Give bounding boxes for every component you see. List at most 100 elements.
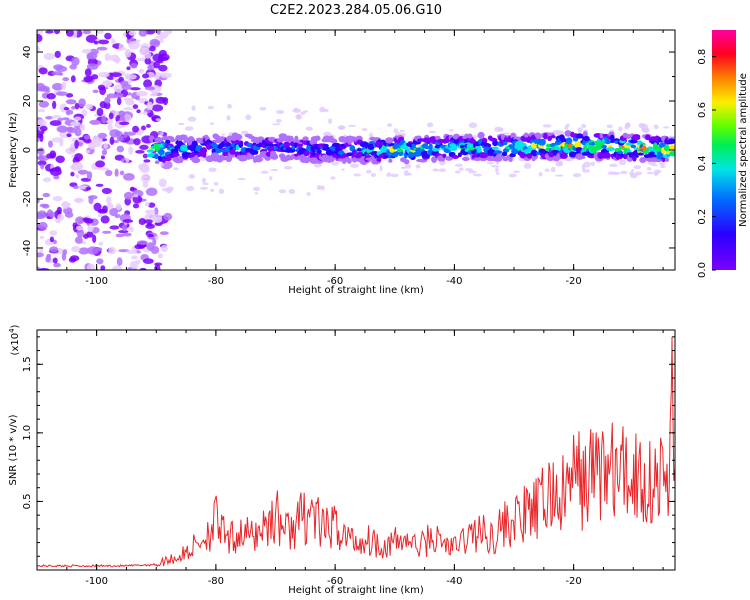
heatmap-cell [631,136,641,141]
heatmap-cell [276,109,285,115]
heatmap-cell [108,246,116,255]
heatmap-cell [201,177,206,184]
heatmap-cell [403,170,409,177]
heatmap-cell [145,223,155,229]
heatmap-cell [270,168,279,171]
heatmap-cell [83,75,94,83]
heatmap-cell [136,109,141,114]
heatmap-cell [401,132,406,137]
heatmap-cell [432,168,439,172]
heatmap-cell [386,172,392,177]
heatmap-cell [104,32,112,40]
heatmap-cell [57,117,63,122]
heatmap-cell [114,92,124,99]
heatmap-cell [490,164,500,168]
heatmap-cell [349,163,359,168]
heatmap-cell [101,187,112,195]
heatmap-cell [253,151,259,155]
heatmap-cell [124,73,131,80]
heatmap-cell [376,157,382,162]
heatmap-cell [114,168,119,177]
snr-ytick-label: 1.5 [22,356,33,372]
heatmap-cell [388,158,393,163]
heatmap-cell [625,133,632,139]
heatmap-cell [520,142,527,147]
heatmap-cell [53,262,61,268]
heatmap-cell [96,46,108,51]
heatmap-cell [81,48,92,54]
heatmap-cell [61,201,70,210]
heatmap-cell [51,115,62,119]
heatmap-cell [390,173,399,178]
heatmap-cell [116,145,125,153]
heatmap-cell [131,255,138,260]
heatmap-cell [313,163,322,168]
heatmap-cell [138,68,145,74]
heatmap-xtick-label: -40 [446,276,462,287]
heatmap-cell [313,135,321,141]
heatmap-cell [96,258,104,265]
heatmap-cell [399,129,406,133]
heatmap-cell [55,65,68,73]
heatmap-cell [163,212,173,221]
heatmap-cell [146,149,155,153]
heatmap-cell [157,253,164,259]
heatmap-cell [379,165,383,172]
heatmap-cell [76,228,85,238]
heatmap-cell [669,145,675,151]
heatmap-cell [67,127,77,134]
heatmap-cell [37,45,40,53]
heatmap-cell [71,161,84,171]
heatmap-cell [49,246,59,253]
heatmap-cell [330,176,336,180]
heatmap-cell [575,153,584,160]
heatmap-cell [144,202,150,207]
colorbar-gradient [712,30,736,270]
heatmap-cell [583,135,590,142]
heatmap-cell [73,116,82,121]
heatmap-cell [42,177,52,183]
colorbar-tick-label: 0.0 [697,262,708,278]
colorbar-tick-label: 0.8 [697,49,708,65]
heatmap-cell [227,103,232,109]
heatmap-cell [328,118,333,124]
heatmap-cell [572,173,582,178]
heatmap-cell [46,92,56,100]
heatmap-cell [70,171,75,177]
heatmap-cell [353,173,362,177]
heatmap-cell [457,152,462,158]
heatmap-cell [414,141,420,145]
heatmap-cell [166,186,174,191]
heatmap-cell [49,230,58,236]
heatmap-cell [502,141,508,146]
heatmap-cell [468,170,477,174]
heatmap-cell [66,133,72,138]
heatmap-cell [89,119,101,125]
heatmap-cell [346,152,355,157]
heatmap-cell [115,233,125,238]
heatmap-cell [346,158,352,164]
heatmap-cell [442,153,447,159]
heatmap-cell [191,157,201,164]
heatmap-cell [356,148,363,152]
heatmap-cell [272,123,281,126]
heatmap-cell [601,144,607,149]
heatmap-cell [83,135,91,140]
heatmap-cell [159,231,169,236]
heatmap-cell [116,135,125,142]
heatmap-cell [150,245,160,255]
heatmap-cell [348,124,357,127]
heatmap-cell [109,136,115,146]
heatmap-cell [158,49,167,57]
heatmap-cell [78,247,90,255]
heatmap-cell [526,153,533,159]
heatmap-cell [128,227,135,233]
heatmap-cell [664,157,670,162]
heatmap-cell [78,98,86,108]
heatmap-cell [606,147,615,152]
heatmap-cell [451,144,458,152]
heatmap-cell [229,149,236,155]
heatmap-cell [385,137,394,144]
heatmap-cell [86,52,98,60]
heatmap-cell [162,97,169,106]
